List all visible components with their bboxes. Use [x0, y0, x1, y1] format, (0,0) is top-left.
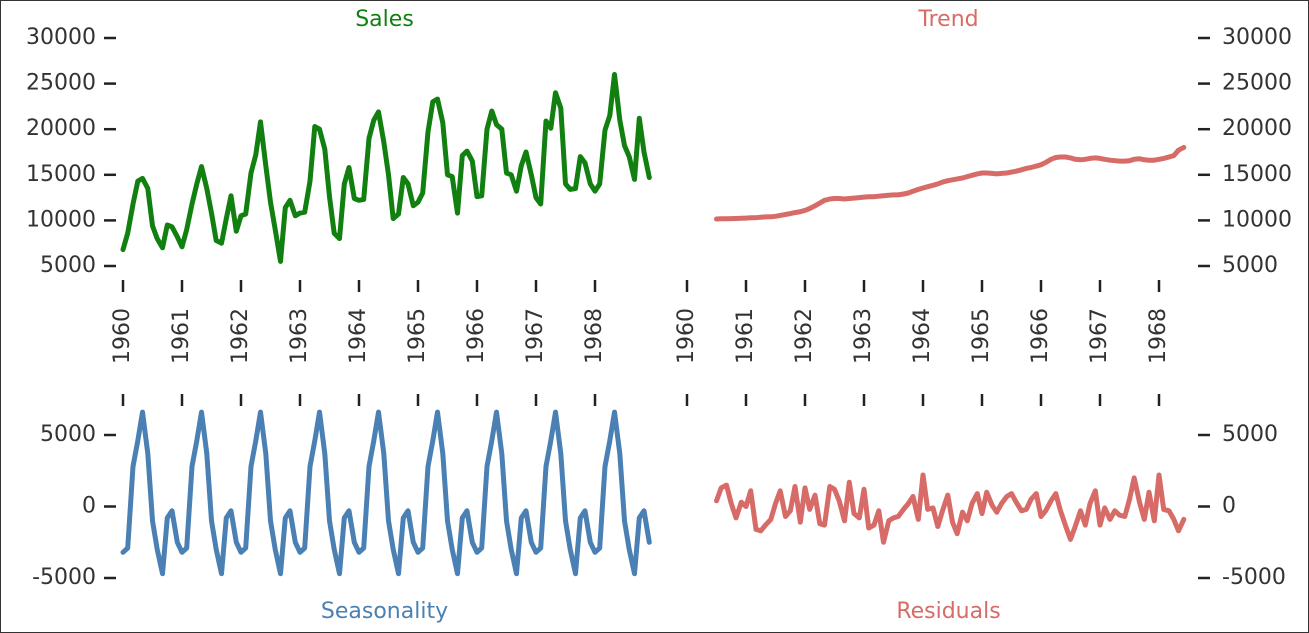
y-tick-label: 5000 — [1222, 422, 1278, 447]
y-tick-label: 10000 — [26, 207, 96, 232]
x-tick-label: 1965 — [969, 308, 994, 364]
panel-title: Seasonality — [321, 599, 448, 624]
y-tick-label: 30000 — [1222, 25, 1292, 50]
y-tick-label: 10000 — [1222, 207, 1292, 232]
y-tick-label: 5000 — [40, 422, 96, 447]
x-tick-label: 1967 — [523, 308, 548, 364]
x-tick-label: 1968 — [582, 308, 607, 364]
x-tick-label: 1966 — [464, 308, 489, 364]
y-tick-label: 25000 — [26, 71, 96, 96]
x-tick-label: 1968 — [1146, 308, 1171, 364]
x-tick-label: 1961 — [733, 308, 758, 364]
y-tick-label: 30000 — [26, 25, 96, 50]
y-tick-label: 0 — [82, 494, 96, 519]
y-tick-label: 20000 — [1222, 116, 1292, 141]
x-tick-label: 1960 — [110, 308, 135, 364]
y-tick-label: 5000 — [40, 253, 96, 278]
series-line — [714, 472, 1187, 545]
x-tick-label: 1962 — [228, 308, 253, 364]
x-tick-label: 1967 — [1087, 308, 1112, 364]
x-tick-label: 1961 — [169, 308, 194, 364]
y-tick-label: -5000 — [1222, 565, 1286, 590]
x-tick-label: 1966 — [1028, 308, 1053, 364]
panel-title: Residuals — [896, 599, 1000, 624]
x-tick-label: 1964 — [346, 308, 371, 364]
series-line — [120, 72, 652, 264]
y-tick-label: 20000 — [26, 116, 96, 141]
series-line — [120, 409, 652, 577]
x-tick-label: 1960 — [674, 308, 699, 364]
y-tick-label: 5000 — [1222, 253, 1278, 278]
series-line — [714, 144, 1187, 222]
x-tick-label: 1965 — [405, 308, 430, 364]
x-tick-label: 1963 — [851, 308, 876, 364]
y-tick-label: 25000 — [1222, 71, 1292, 96]
y-tick-label: 15000 — [1222, 162, 1292, 187]
x-tick-label: 1962 — [792, 308, 817, 364]
y-tick-label: 15000 — [26, 162, 96, 187]
y-tick-label: 0 — [1222, 494, 1236, 519]
panel-title: Trend — [917, 7, 978, 32]
x-tick-label: 1964 — [910, 308, 935, 364]
y-tick-label: -5000 — [32, 565, 96, 590]
x-tick-label: 1963 — [287, 308, 312, 364]
panel-title: Sales — [355, 7, 414, 32]
